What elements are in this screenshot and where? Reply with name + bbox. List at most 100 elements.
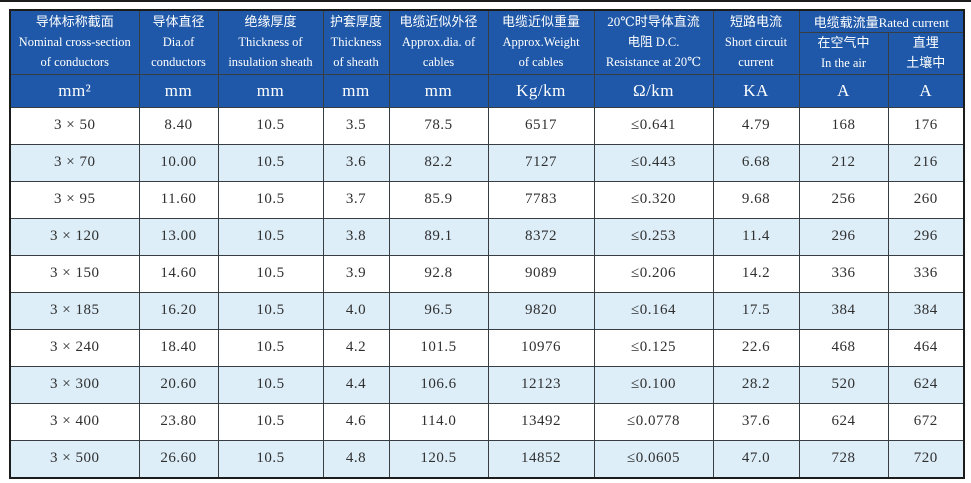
data-cell: ≤0.0605: [593, 439, 714, 478]
data-cell: 3 × 50: [9, 106, 140, 145]
header-line-en: Approx.dia. of: [401, 35, 476, 50]
data-cell: ≤0.641: [593, 106, 714, 145]
data-cell: 10.5: [217, 439, 324, 478]
header-cell-short-circuit-current: 短路电流 Short circuit current: [712, 9, 800, 75]
data-cell: 212: [798, 143, 889, 182]
header-line-zh: 导体直径: [152, 14, 205, 30]
data-cell: 4.2: [322, 328, 390, 367]
unit-cell-a-air: A: [798, 73, 889, 108]
data-cell: 16.20: [138, 291, 219, 330]
data-cell: ≤0.253: [593, 217, 714, 256]
header-line-en: of conductors: [40, 55, 109, 70]
header-line-zh: 短路电流: [729, 14, 782, 30]
header-line-zh: 绝缘厚度: [244, 14, 297, 30]
data-cell: 216: [887, 143, 965, 182]
table-row: 3 × 400 23.80 10.5 4.6 114.0 13492 ≤0.0778 37.6…: [9, 402, 965, 441]
header-line-zh: 20℃时导体直流: [607, 14, 700, 30]
header-line-en: Resistance at 20℃: [605, 55, 702, 70]
data-cell: 13.00: [138, 217, 219, 256]
data-cell: 18.40: [138, 328, 219, 367]
data-cell: 296: [798, 217, 889, 256]
data-cell: 8372: [487, 217, 595, 256]
header-group-rated-current: 电缆载流量Rated current: [798, 9, 965, 33]
header-line-en: insulation sheath: [228, 55, 313, 70]
data-cell: 14852: [487, 439, 595, 478]
data-cell: 96.5: [388, 291, 489, 330]
data-cell: 10.5: [217, 143, 324, 182]
header-line-en: Nominal cross-section: [18, 35, 131, 50]
data-cell: 22.6: [712, 328, 800, 367]
data-cell: 6517: [487, 106, 595, 145]
data-cell: ≤0.125: [593, 328, 714, 367]
data-cell: 3 × 240: [9, 328, 140, 367]
data-cell: ≤0.100: [593, 365, 714, 404]
data-cell: 28.2: [712, 365, 800, 404]
data-cell: 3 × 185: [9, 291, 140, 330]
table-row: 3 × 50 8.40 10.5 3.5 78.5 6517 ≤0.641 4.79 168 17…: [9, 106, 965, 145]
table-row: 3 × 300 20.60 10.5 4.4 106.6 12123 ≤0.100 28.2 5…: [9, 365, 965, 404]
data-cell: 10.5: [217, 106, 324, 145]
data-cell: 3.5: [322, 106, 390, 145]
data-cell: 13492: [487, 402, 595, 441]
table-row: 3 × 95 11.60 10.5 3.7 85.9 7783 ≤0.320 9.68 256 2…: [9, 180, 965, 219]
data-cell: 672: [887, 402, 965, 441]
table-body: 3 × 50 8.40 10.5 3.5 78.5 6517 ≤0.641 4.79 168 17…: [9, 106, 965, 478]
header-cell-insulation-thickness: 绝缘厚度 Thickness of insulation sheath: [217, 9, 324, 75]
data-cell: 168: [798, 106, 889, 145]
data-cell: 3 × 300: [9, 365, 140, 404]
unit-cell-mm: mm: [217, 73, 324, 108]
data-cell: 3.8: [322, 217, 390, 256]
data-cell: 296: [887, 217, 965, 256]
data-cell: 10.5: [217, 328, 324, 367]
data-cell: 10.00: [138, 143, 219, 182]
data-cell: 4.0: [322, 291, 390, 330]
data-cell: 464: [887, 328, 965, 367]
data-cell: 14.2: [712, 254, 800, 293]
data-cell: 624: [887, 365, 965, 404]
data-cell: 10.5: [217, 365, 324, 404]
data-cell: 4.8: [322, 439, 390, 478]
data-cell: 10.5: [217, 254, 324, 293]
data-cell: 10.5: [217, 291, 324, 330]
data-cell: 3.7: [322, 180, 390, 219]
header-line-en: current: [738, 55, 774, 70]
data-cell: 3 × 150: [9, 254, 140, 293]
data-cell: 20.60: [138, 365, 219, 404]
data-cell: 3 × 95: [9, 180, 140, 219]
unit-cell-mm2: mm²: [9, 73, 140, 108]
table-row: 3 × 185 16.20 10.5 4.0 96.5 9820 ≤0.164 17.5 384…: [9, 291, 965, 330]
data-cell: 17.5: [712, 291, 800, 330]
header-line-en: 电阻 D.C.: [627, 35, 680, 50]
unit-cell-kg-km: Kg/km: [487, 73, 595, 108]
header-cell-approx-weight: 电缆近似重量 Approx.Weight of cables: [487, 9, 595, 75]
header-line-en: Thickness of: [238, 35, 303, 50]
data-cell: 114.0: [388, 402, 489, 441]
data-cell: 92.8: [388, 254, 489, 293]
header-cell-sheath-thickness: 护套厚度 Thickness of sheath: [322, 9, 390, 75]
table-row: 3 × 70 10.00 10.5 3.6 82.2 7127 ≤0.443 6.68 212 2…: [9, 143, 965, 182]
data-cell: 11.4: [712, 217, 800, 256]
data-cell: 3 × 400: [9, 402, 140, 441]
unit-cell-mm: mm: [138, 73, 219, 108]
data-cell: 3.6: [322, 143, 390, 182]
data-cell: 47.0: [712, 439, 800, 478]
data-cell: 7783: [487, 180, 595, 219]
data-cell: ≤0.0778: [593, 402, 714, 441]
unit-cell-mm: mm: [322, 73, 390, 108]
unit-cell-ohm-km: Ω/km: [593, 73, 714, 108]
data-cell: 85.9: [388, 180, 489, 219]
header-line-en: Thickness: [330, 35, 382, 50]
data-cell: 624: [798, 402, 889, 441]
header-line-en: of sheath: [333, 55, 379, 70]
table-header: 导体标称截面 Nominal cross-section of conducto…: [9, 9, 965, 108]
data-cell: 336: [798, 254, 889, 293]
unit-cell-ka: KA: [712, 73, 800, 108]
data-cell: 106.6: [388, 365, 489, 404]
header-line-zh: 土壤中: [906, 55, 946, 70]
header-line-en: Approx.Weight: [502, 35, 580, 50]
header-line-zh: 在空气中: [817, 35, 870, 50]
header-line-zh: 电缆近似外径: [399, 14, 478, 30]
data-cell: 7127: [487, 143, 595, 182]
header-line-en: of cables: [518, 55, 564, 70]
header-cell-approx-diameter: 电缆近似外径 Approx.dia. of cables: [388, 9, 489, 75]
